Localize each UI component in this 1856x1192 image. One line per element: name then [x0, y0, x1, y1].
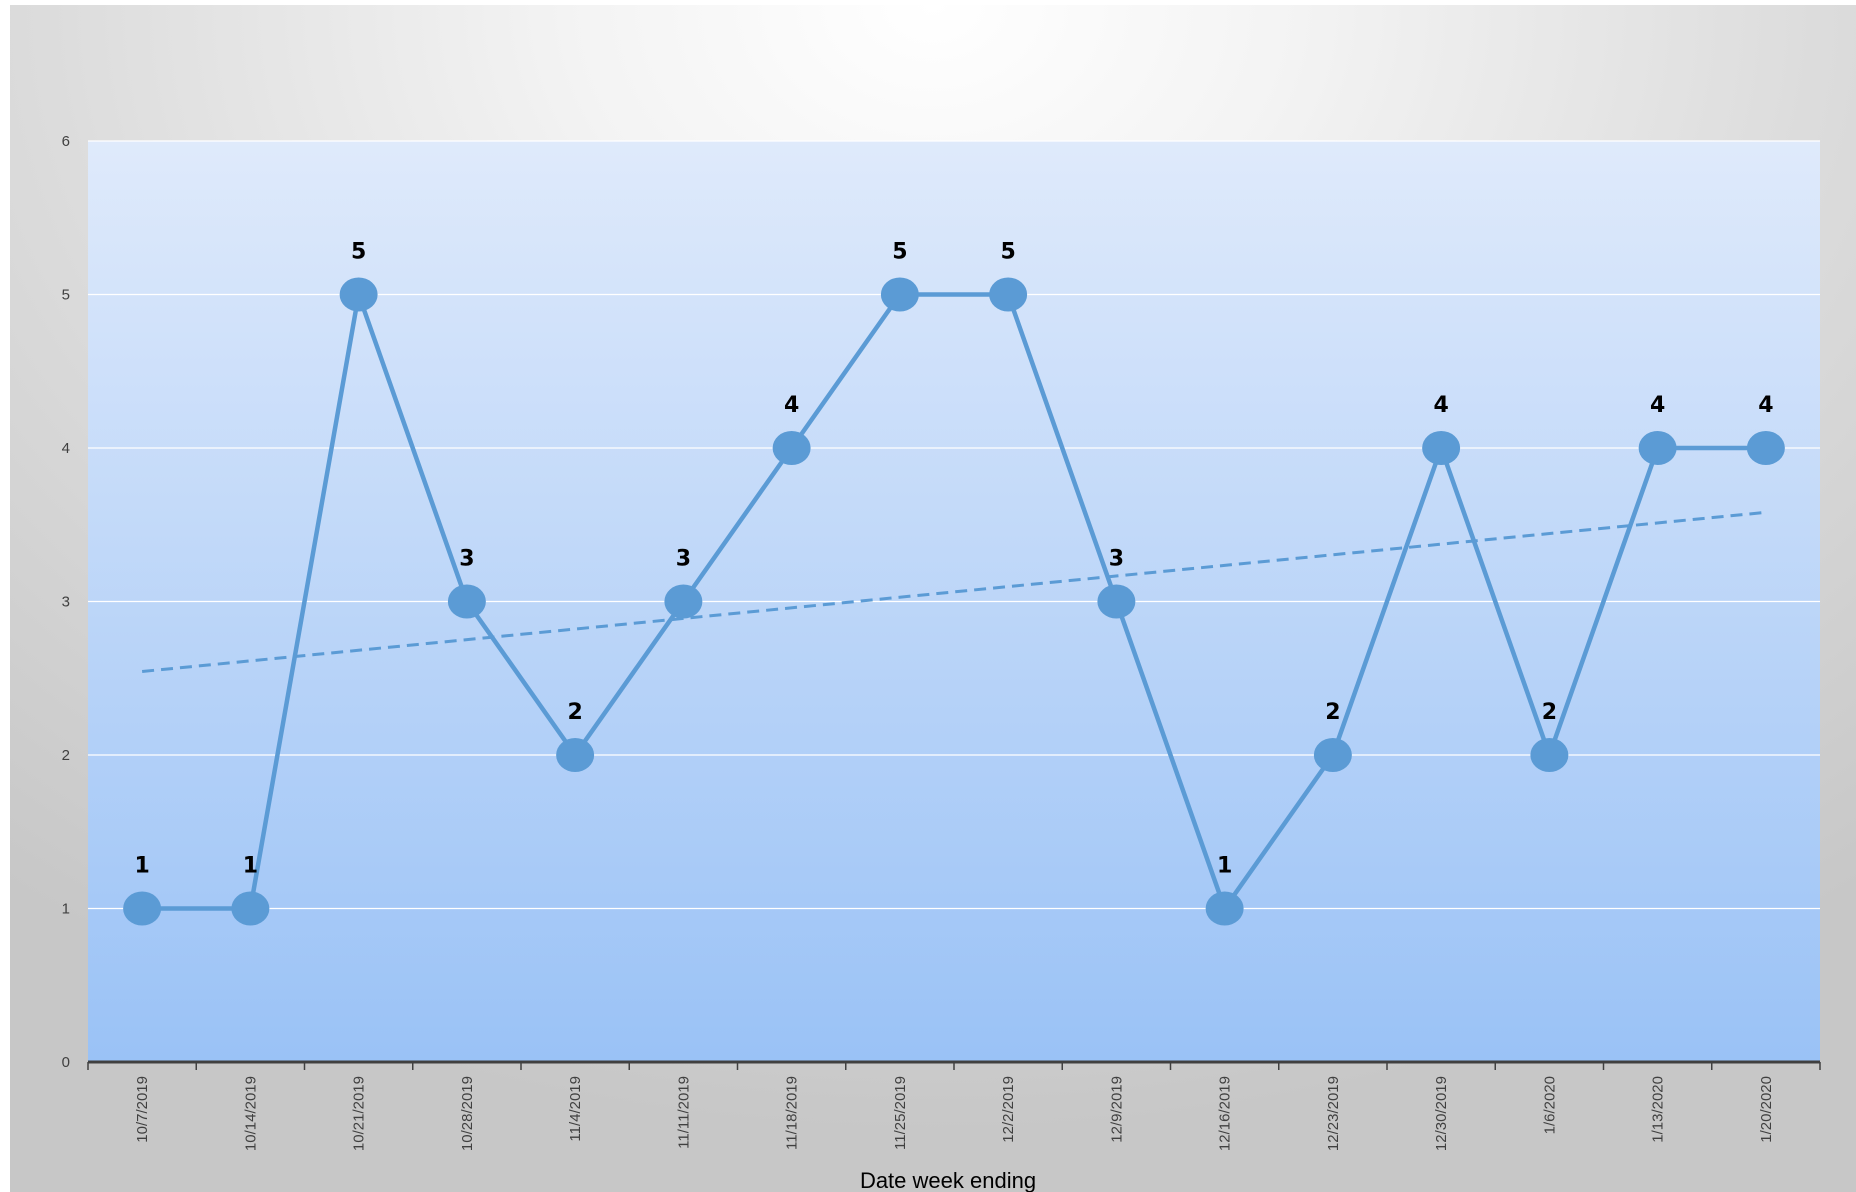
data-labels: 1 1 5 3 2 3 4 5 5 3 1 2 4 2 4 4	[134, 240, 1773, 879]
data-label: 4	[784, 393, 799, 418]
data-point	[1097, 584, 1136, 619]
data-point	[989, 277, 1028, 312]
data-label: 4	[1758, 393, 1773, 418]
data-point	[556, 738, 595, 772]
x-tick-label: 11/25/2019	[892, 1076, 909, 1150]
data-point	[1313, 738, 1352, 772]
data-point	[1205, 891, 1244, 926]
data-point	[1422, 431, 1461, 465]
x-tick-label: 12/23/2019	[1325, 1076, 1342, 1151]
data-point	[231, 891, 270, 926]
x-tick-label: 12/30/2019	[1433, 1076, 1450, 1151]
x-tick-label: 10/14/2019	[242, 1076, 259, 1151]
data-label: 5	[1000, 240, 1015, 265]
x-tick-label: 10/7/2019	[134, 1076, 151, 1143]
data-point	[1530, 738, 1569, 772]
data-point	[123, 891, 162, 926]
y-tick-label: 2	[62, 747, 70, 764]
data-point	[447, 584, 486, 619]
trendline-path	[141, 510, 1767, 673]
x-tick-label: 1/13/2020	[1650, 1076, 1667, 1143]
data-label: 3	[1109, 547, 1124, 572]
data-label: 5	[892, 240, 907, 265]
data-label: 3	[459, 547, 474, 572]
x-tick-label: 12/16/2019	[1217, 1076, 1234, 1151]
x-tick-label: 11/18/2019	[784, 1076, 801, 1150]
data-label: 2	[567, 700, 582, 725]
x-tick-label: 12/9/2019	[1108, 1076, 1125, 1143]
y-tick-label: 0	[62, 1054, 70, 1071]
data-label: 2	[1325, 700, 1340, 725]
data-point	[772, 431, 811, 465]
y-tick-label: 1	[62, 901, 70, 918]
y-tick-label: 4	[62, 440, 70, 457]
data-point	[339, 277, 378, 312]
data-label: 4	[1433, 393, 1448, 418]
data-point	[880, 277, 919, 312]
data-label: 1	[134, 854, 149, 879]
data-label: 4	[1650, 393, 1665, 418]
x-axis-title: Date week ending	[860, 1168, 1036, 1192]
x-axis: 10/7/2019 10/14/2019 10/21/2019 10/28/2019 1…	[87, 1060, 1821, 1151]
x-tick-label: 10/21/2019	[351, 1076, 368, 1151]
data-point	[664, 584, 703, 619]
y-tick-label: 3	[62, 594, 70, 611]
series-line	[123, 277, 1785, 926]
data-label: 3	[676, 547, 691, 572]
data-point	[1746, 431, 1785, 465]
x-tick-label: 11/11/2019	[675, 1076, 692, 1149]
x-tick-label: 10/28/2019	[459, 1076, 476, 1151]
x-tick-label: 1/20/2020	[1758, 1076, 1775, 1143]
y-axis: 0 1 2 3 4 5 6	[62, 133, 70, 1071]
data-label: 2	[1542, 700, 1557, 725]
data-point	[1638, 431, 1677, 465]
series-line-path	[142, 292, 1766, 911]
x-tick-label: 12/2/2019	[1000, 1076, 1017, 1143]
x-tick-label: 1/6/2020	[1541, 1076, 1558, 1134]
x-tick-label: 11/4/2019	[567, 1076, 584, 1142]
trendline	[141, 510, 1767, 673]
y-tick-label: 5	[62, 287, 70, 304]
data-label: 1	[243, 854, 258, 879]
data-label: 1	[1217, 854, 1232, 879]
y-tick-label: 6	[62, 133, 70, 150]
data-label: 5	[351, 240, 366, 265]
